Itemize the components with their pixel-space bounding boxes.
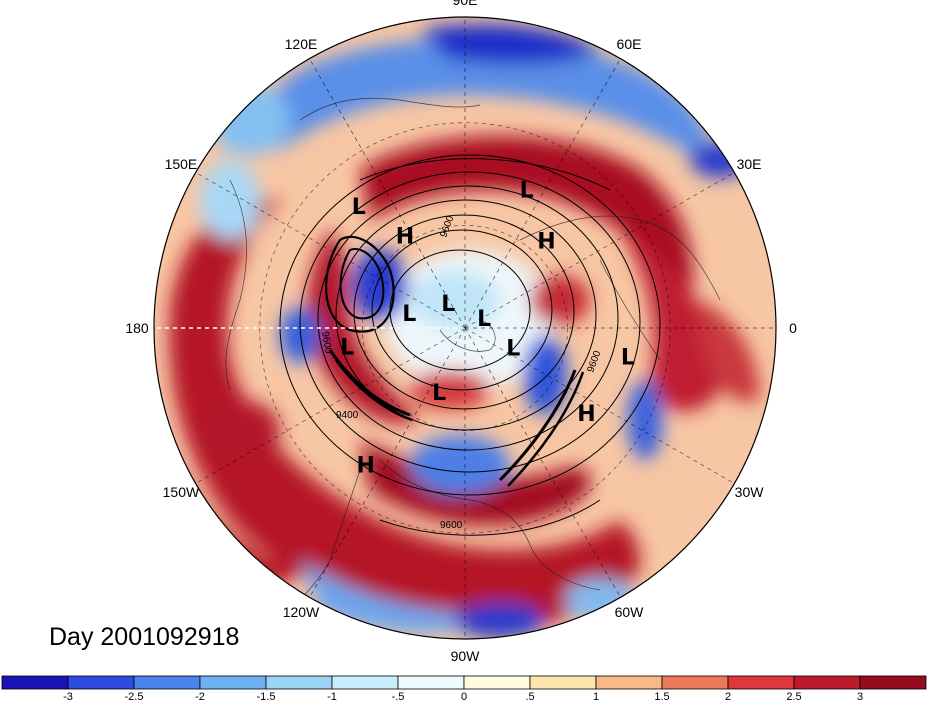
colorbar-tick-label: -1 bbox=[327, 691, 337, 702]
colorbar-swatch bbox=[793, 675, 861, 690]
high-pressure-marker: H bbox=[577, 402, 595, 427]
longitude-label: 60W bbox=[615, 604, 645, 620]
colorbar-tick-label: -2 bbox=[195, 691, 205, 702]
high-pressure-marker: H bbox=[396, 225, 414, 250]
coastlines bbox=[225, 97, 721, 611]
low-pressure-marker: L bbox=[432, 381, 446, 406]
contour-label: 9600 bbox=[319, 331, 334, 355]
colorbar-tick-label: -3 bbox=[63, 691, 73, 702]
height-contours bbox=[279, 154, 661, 536]
latitude-circle bbox=[362, 225, 568, 431]
colorbar: -3 -2.5 -2 -1.5 -1 -.5 0 .5 1 1.5 2 2.5 3 bbox=[1, 675, 927, 702]
low-pressure-marker: L bbox=[621, 346, 635, 371]
longitude-label: 150W bbox=[163, 484, 200, 500]
low-pressure-marker: L bbox=[402, 302, 416, 327]
contour-label: 9400 bbox=[336, 410, 359, 421]
colorbar-swatch bbox=[529, 675, 597, 690]
low-pressure-marker: L bbox=[520, 178, 534, 203]
colorbar-swatch bbox=[463, 675, 531, 690]
low-pressure-marker: L bbox=[441, 292, 455, 317]
longitude-label: 60E bbox=[617, 36, 642, 52]
colorbar-swatch bbox=[661, 675, 729, 690]
longitude-label: 150E bbox=[165, 156, 198, 172]
colorbar-tick-label: 2.5 bbox=[786, 691, 801, 702]
longitude-label: 180 bbox=[125, 320, 149, 336]
colorbar-tick-label: -1.5 bbox=[257, 691, 276, 702]
colorbar-tick-label: -.5 bbox=[392, 691, 405, 702]
colorbar-tick-label: .5 bbox=[525, 691, 534, 702]
low-pressure-marker: L bbox=[506, 336, 520, 361]
colorbar-swatch bbox=[1, 675, 69, 690]
colorbar-tick-label: 2 bbox=[725, 691, 731, 702]
meridian-line bbox=[464, 327, 735, 484]
longitude-label: 0 bbox=[789, 320, 797, 336]
low-pressure-marker: L bbox=[340, 336, 354, 361]
meridian-line bbox=[309, 58, 466, 329]
low-pressure-marker: L bbox=[477, 307, 491, 332]
colorbar-tick-label: 3 bbox=[857, 691, 863, 702]
colorbar-tick-label: 1.5 bbox=[654, 691, 669, 702]
meridian-line bbox=[464, 327, 621, 598]
longitude-label: 30E bbox=[737, 156, 762, 172]
day-label: Day 2001092918 bbox=[49, 623, 239, 651]
colorbar-swatch bbox=[331, 675, 399, 690]
colorbar-swatch bbox=[133, 675, 201, 690]
latitude-circle bbox=[259, 122, 671, 534]
longitude-label: 120W bbox=[283, 604, 320, 620]
colorbar-swatch bbox=[265, 675, 333, 690]
colorbar-tick-label: -2.5 bbox=[125, 691, 144, 702]
meridian-line bbox=[195, 327, 466, 484]
high-pressure-marker: H bbox=[537, 230, 555, 255]
meridian-line bbox=[464, 58, 621, 329]
map-boundary bbox=[153, 16, 777, 640]
meridian-line bbox=[464, 172, 735, 329]
colorbar-tick-label: 1 bbox=[593, 691, 599, 702]
longitude-label: 90W bbox=[451, 648, 481, 664]
longitude-label: 120E bbox=[285, 36, 318, 52]
meridian-line bbox=[309, 327, 466, 598]
colorbar-swatch bbox=[727, 675, 795, 690]
longitude-label: 30W bbox=[735, 484, 765, 500]
low-pressure-marker: L bbox=[352, 195, 366, 220]
colorbar-swatch bbox=[595, 675, 663, 690]
colorbar-tick-label: 0 bbox=[461, 691, 467, 702]
longitude-label: 90E bbox=[453, 0, 478, 8]
longitude-labels: 90E 60E 30E 0 30W 60W 90W 120W 150W 180 150E 120E bbox=[125, 0, 797, 664]
high-pressure-marker: H bbox=[357, 454, 375, 479]
colorbar-swatch bbox=[397, 675, 465, 690]
graticule bbox=[154, 17, 776, 639]
colorbar-swatch bbox=[859, 675, 927, 690]
contour-label: 9600 bbox=[440, 520, 463, 531]
colorbar-swatch bbox=[67, 675, 135, 690]
colorbar-swatch bbox=[199, 675, 267, 690]
meridian-line bbox=[195, 172, 466, 329]
